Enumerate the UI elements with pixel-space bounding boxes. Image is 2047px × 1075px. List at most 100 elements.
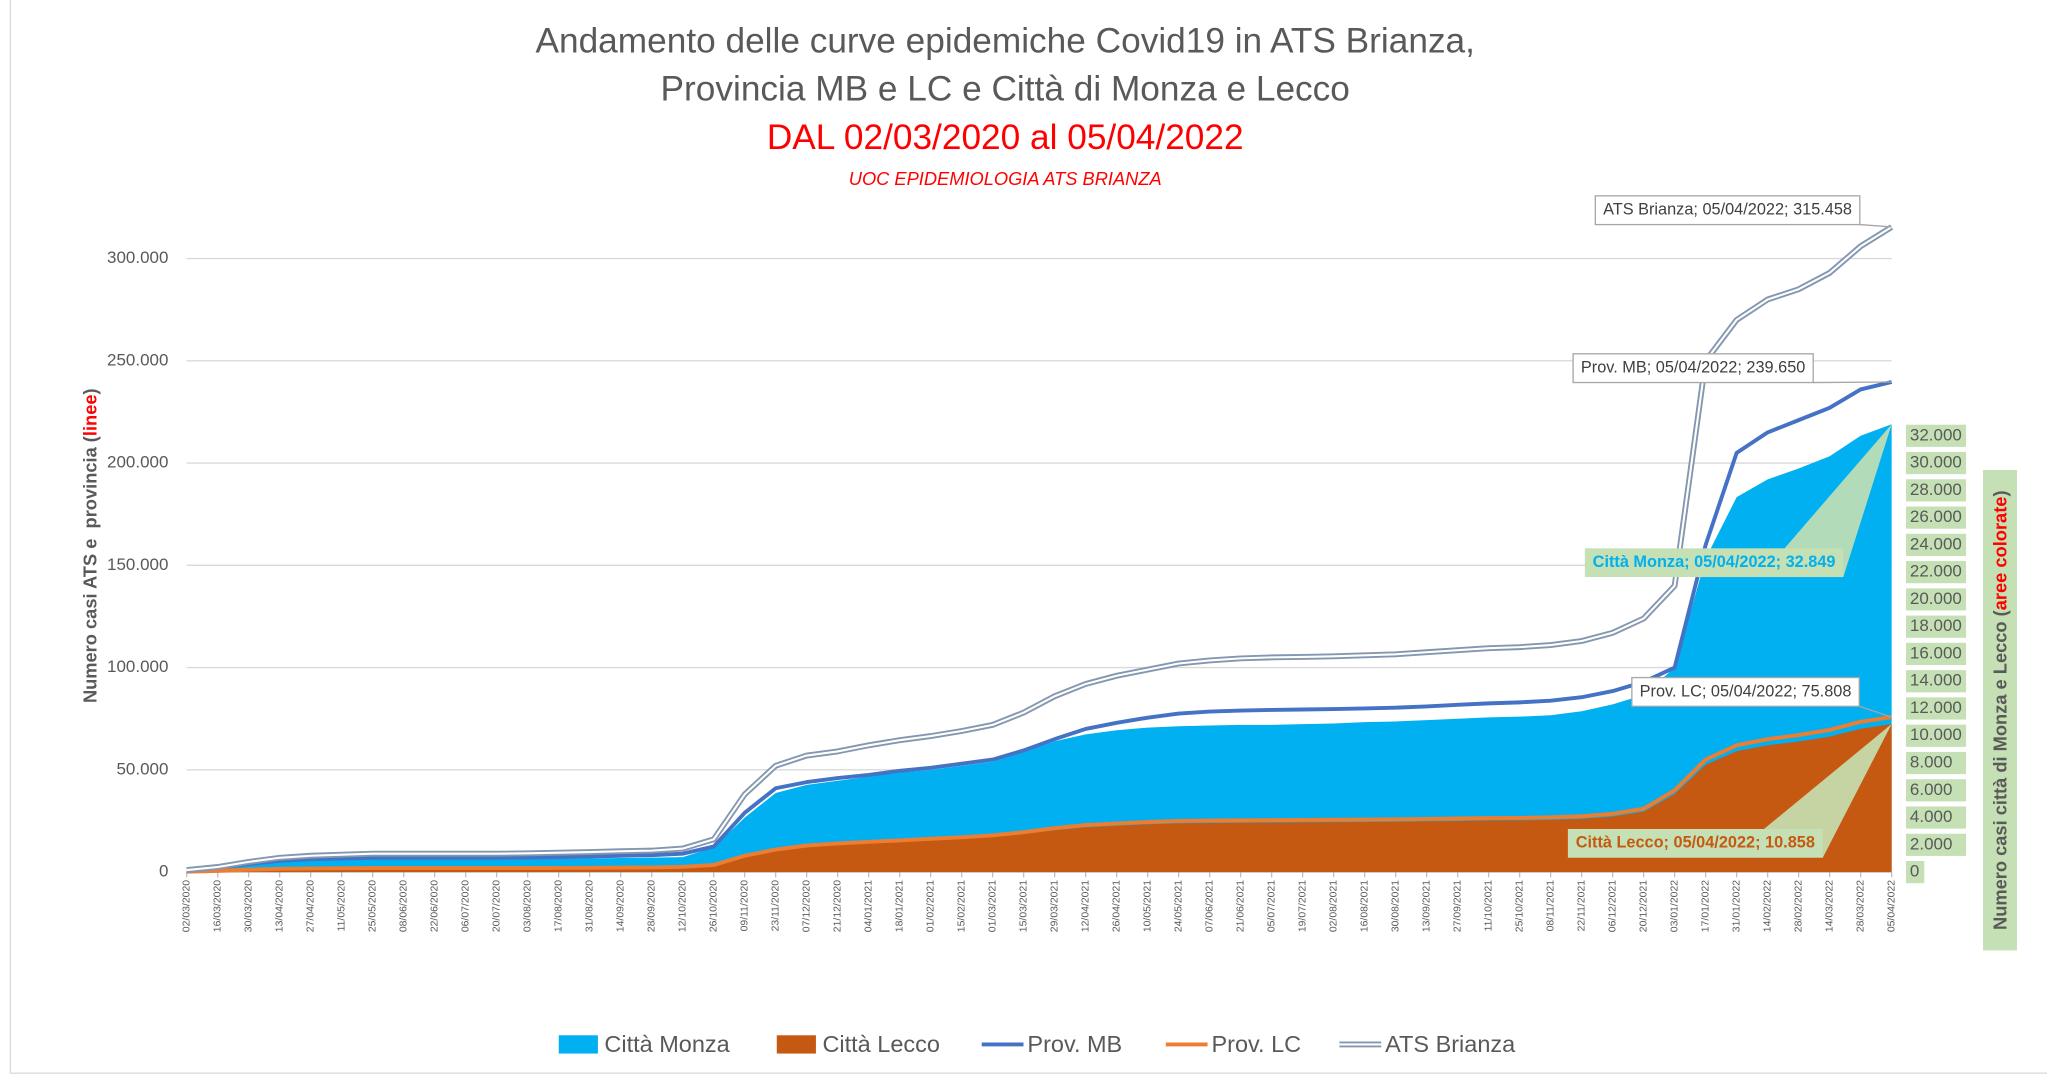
x-tick-label: 03/01/2022 — [1669, 880, 1680, 932]
x-tick-label: 23/11/2020 — [770, 880, 781, 932]
x-tick-label: 12/04/2021 — [1080, 880, 1091, 932]
y2-tick-label: 18.000 — [1910, 616, 1962, 635]
y2-tick-label: 12.000 — [1910, 698, 1962, 717]
x-tick-label: 06/07/2020 — [460, 880, 471, 932]
y2-label-box — [1983, 470, 2017, 951]
line — [186, 715, 1892, 874]
y2-axis-label: Numero casi città di Monza e Lecco (aree… — [1989, 490, 2010, 930]
data-label: Città Monza; 05/04/2022; 32.849 — [1593, 553, 1836, 571]
y2-tick-box — [1906, 451, 1967, 475]
x-tick-label: 12/10/2020 — [677, 880, 688, 932]
y2-tick-box — [1906, 561, 1967, 584]
y2-tick-label: 32.000 — [1910, 425, 1962, 444]
y-axis-label-part: Numero casi ATS e provincia ( — [79, 435, 100, 703]
y2-tick-box — [1906, 860, 1925, 884]
y2-tick-label: 28.000 — [1910, 480, 1962, 499]
x-tick-label: 01/02/2021 — [925, 880, 936, 932]
x-tick-label: 21/12/2020 — [832, 880, 843, 932]
area — [186, 724, 1892, 873]
y-tick-label: 50.000 — [117, 759, 169, 778]
x-tick-label: 06/12/2021 — [1607, 880, 1618, 932]
x-tick-label: 30/08/2021 — [1390, 880, 1401, 932]
x-tick-label: 18/01/2021 — [894, 880, 905, 932]
x-tick-label: 24/05/2021 — [1173, 880, 1184, 932]
line-inner — [186, 226, 1893, 872]
x-tick-label: 09/11/2020 — [739, 880, 750, 932]
x-tick-label: 03/08/2020 — [522, 880, 533, 932]
callout-box — [1631, 676, 1860, 707]
y-axis-label-part: ) — [79, 388, 100, 394]
callout-leader — [1859, 223, 1892, 228]
legend-swatch — [776, 1035, 816, 1054]
callout-pointer — [1784, 424, 1892, 578]
y2-tick-label: 0 — [1910, 862, 1919, 881]
x-tick-label: 22/11/2021 — [1576, 880, 1587, 932]
y2-tick-box — [1906, 670, 1967, 693]
x-tick-label: 13/09/2021 — [1421, 880, 1432, 932]
y2-tick-box — [1906, 779, 1967, 802]
data-callout: Prov. LC; 05/04/2022; 75.808 — [1631, 676, 1892, 718]
x-tick-label: 02/08/2021 — [1328, 880, 1339, 932]
x-tick-label: 02/03/2020 — [181, 880, 192, 932]
x-tick-label: 21/06/2021 — [1235, 880, 1246, 932]
data-label: ATS Brianza; 05/04/2022; 315.458 — [1603, 201, 1852, 219]
x-tick-label: 31/01/2022 — [1731, 880, 1742, 932]
y2-tick-box — [1906, 697, 1967, 720]
x-tick-label: 05/07/2021 — [1266, 880, 1277, 932]
area — [186, 424, 1892, 873]
x-tick-label: 13/04/2020 — [274, 880, 285, 932]
y2-tick-label: 30.000 — [1910, 453, 1962, 472]
callout-box-green — [1567, 829, 1823, 858]
y2-tick-box — [1906, 424, 1967, 447]
legend-label: Prov. LC — [1211, 1031, 1301, 1057]
x-tick-label: 15/02/2021 — [956, 880, 967, 932]
y2-tick-label: 6.000 — [1910, 780, 1952, 799]
x-tick-label: 14/09/2020 — [615, 880, 626, 932]
x-tick-label: 08/06/2020 — [398, 880, 409, 932]
x-tick-label: 16/03/2020 — [212, 880, 223, 932]
y-tick-label: 0 — [159, 862, 168, 881]
x-tick-label: 28/09/2020 — [646, 880, 657, 932]
chart-title-line2: Provincia MB e LC e Città di Monza e Lec… — [661, 70, 1350, 109]
chart-source: UOC EPIDEMIOLOGIA ATS BRIANZA — [849, 168, 1162, 189]
y-tick-label: 100.000 — [107, 657, 168, 676]
callout-box-green — [1584, 548, 1844, 578]
chart-title: Andamento delle curve epidemiche Covid19… — [535, 21, 1474, 60]
y-axis-label: Numero casi ATS e provincia (linee) — [79, 388, 100, 703]
y2-tick-box — [1906, 506, 1967, 529]
data-callout: ATS Brianza; 05/04/2022; 315.458 — [1594, 195, 1892, 228]
y2-tick-label: 26.000 — [1910, 507, 1962, 526]
y-tick-label: 250.000 — [107, 350, 168, 369]
y2-axis-label-part: Numero casi città di Monza e Lecco ( — [1989, 609, 2010, 930]
y2-tick-box — [1906, 724, 1967, 747]
y2-tick-label: 20.000 — [1910, 589, 1962, 608]
x-tick-label: 27/04/2020 — [305, 880, 316, 932]
x-tick-label: 14/02/2022 — [1762, 880, 1773, 932]
x-tick-label: 31/08/2020 — [584, 880, 595, 932]
y2-tick-label: 8.000 — [1910, 753, 1952, 772]
data-label: Prov. MB; 05/04/2022; 239.650 — [1581, 358, 1805, 376]
x-tick-label: 08/11/2021 — [1545, 880, 1556, 932]
y2-tick-label: 2.000 — [1910, 834, 1952, 853]
x-tick-label: 04/01/2021 — [863, 880, 874, 932]
callout-box — [1594, 195, 1861, 226]
x-tick-label: 27/09/2021 — [1452, 880, 1463, 932]
y2-tick-box — [1906, 615, 1967, 638]
legend-swatch — [558, 1035, 598, 1054]
x-tick-label: 11/05/2020 — [336, 880, 347, 932]
x-tick-label: 16/08/2021 — [1359, 880, 1370, 932]
data-callout: Città Monza; 05/04/2022; 32.849 — [1584, 424, 1892, 578]
x-tick-label: 25/10/2021 — [1514, 880, 1525, 932]
line — [186, 380, 1893, 873]
y2-tick-label: 16.000 — [1910, 643, 1962, 662]
y2-tick-box — [1906, 533, 1967, 556]
x-tick-label: 28/03/2022 — [1855, 880, 1866, 932]
y2-tick-box — [1906, 479, 1967, 502]
x-tick-label: 01/03/2021 — [987, 880, 998, 932]
y2-tick-box — [1906, 642, 1967, 666]
data-callout: Città Lecco; 05/04/2022; 10.858 — [1567, 724, 1892, 858]
legend-label: Città Monza — [604, 1031, 730, 1057]
x-tick-label: 17/08/2020 — [553, 880, 564, 932]
x-tick-label: 25/05/2020 — [367, 880, 378, 932]
